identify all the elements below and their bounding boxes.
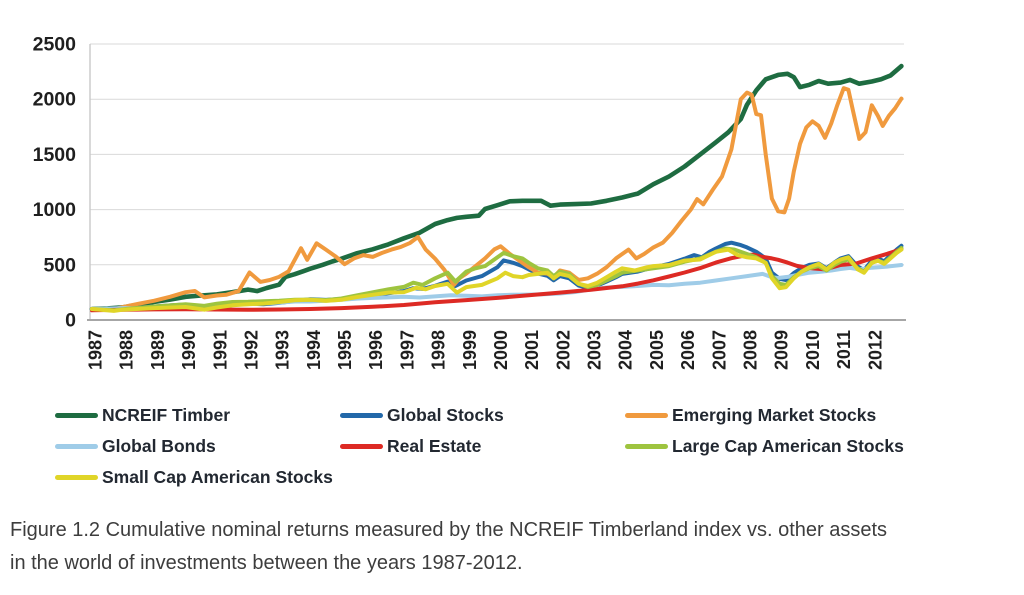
legend-item: Small Cap American Stocks (55, 465, 340, 489)
legend-item: Large Cap American Stocks (625, 434, 915, 458)
x-tick-label: 1998 (429, 330, 449, 370)
legend-swatch-icon (340, 443, 383, 449)
y-tick-label: 2000 (33, 89, 77, 111)
legend-label: Emerging Market Stocks (672, 404, 877, 425)
x-tick-label: 2011 (834, 330, 854, 369)
legend-swatch-icon (55, 443, 98, 449)
legend-swatch-icon (625, 443, 668, 449)
series-line-ncreif-timber (89, 63, 904, 312)
y-tick-label: 500 (43, 254, 76, 276)
line-chart: 0 500 1000 1500 2000 2500 1987 1988 1989 1990 1991… (33, 34, 906, 370)
legend-label: Small Cap American Stocks (102, 466, 333, 487)
caption-line-1: Figure 1.2 Cumulative nominal returns me… (10, 519, 888, 541)
y-tick-label: 1000 (33, 199, 77, 221)
legend-swatch-icon (625, 412, 668, 418)
legend-item: NCREIF Timber (55, 403, 340, 427)
x-tick-label: 1991 (210, 330, 230, 370)
x-tick-label: 2002 (553, 330, 573, 370)
x-tick-label: 1996 (366, 330, 386, 370)
x-tick-label: 1992 (241, 330, 261, 370)
legend-item: Real Estate (340, 434, 625, 458)
y-tick-label: 1500 (33, 144, 77, 166)
x-tick-label: 2005 (647, 330, 667, 370)
x-tick-label: 1994 (304, 330, 324, 370)
x-tick-label: 1988 (117, 330, 137, 370)
chart-legend: NCREIF Timber Global Stocks Emerging Marke… (55, 403, 955, 489)
x-tick-label: 2007 (709, 330, 729, 370)
x-tick-label: 1993 (273, 330, 293, 370)
x-tick-label: 2004 (616, 330, 636, 370)
legend-swatch-icon (55, 474, 98, 480)
legend-swatch-icon (340, 412, 383, 418)
x-tick-label: 1999 (460, 330, 480, 370)
x-tick-label: 2008 (740, 330, 760, 370)
x-tick-label: 2000 (491, 330, 511, 370)
y-tick-label: 2500 (33, 34, 77, 56)
figure-caption: Figure 1.2 Cumulative nominal returns me… (10, 514, 1020, 580)
x-tick-label: 1987 (86, 330, 106, 370)
x-tick-label: 2012 (865, 330, 885, 370)
x-tick-label: 1989 (148, 330, 168, 370)
x-tick-label: 1990 (179, 330, 199, 370)
legend-item: Emerging Market Stocks (625, 403, 915, 427)
series-line-small-cap-american-stocks (90, 247, 904, 313)
legend-item: Global Bonds (55, 434, 340, 458)
legend-item: Global Stocks (340, 403, 625, 427)
x-tick-label: 1997 (397, 330, 417, 370)
x-tick-label: 2003 (585, 330, 605, 370)
x-tick-label: 1995 (335, 330, 355, 370)
x-tick-label: 2006 (678, 330, 698, 370)
legend-label: Global Bonds (102, 435, 216, 456)
x-tick-label: 2010 (803, 330, 823, 370)
x-tick-label: 2009 (772, 330, 792, 370)
caption-line-2: in the world of investments between the … (10, 552, 523, 574)
legend-label: NCREIF Timber (102, 404, 231, 425)
x-tick-label: 2001 (522, 330, 542, 370)
legend-label: Global Stocks (387, 404, 504, 425)
y-tick-label: 0 (65, 310, 76, 332)
legend-label: Large Cap American Stocks (672, 435, 904, 456)
legend-label: Real Estate (387, 435, 482, 456)
legend-swatch-icon (55, 412, 98, 418)
